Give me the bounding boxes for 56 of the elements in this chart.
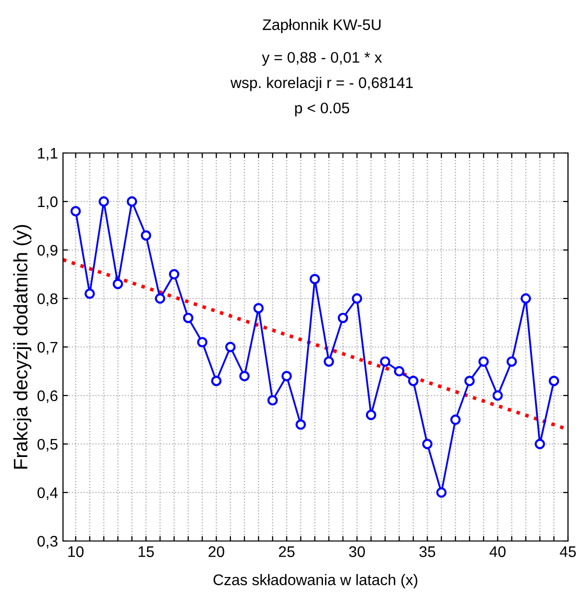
x-tick-label: 15 — [138, 546, 154, 558]
point — [450, 414, 461, 425]
y-tick-label: 0,5 — [38, 438, 58, 452]
point — [140, 230, 152, 241]
point — [422, 438, 433, 450]
point — [492, 390, 503, 401]
point — [267, 395, 278, 406]
point — [168, 269, 180, 280]
point — [506, 356, 517, 367]
point — [520, 293, 532, 304]
point — [84, 288, 95, 299]
chart-subtitle: y = 0,88 - 0,01 * x wsp. korelacji r = - 0,68141 p < 0.05 — [230, 52, 413, 116]
y-tick-label: 0,6 — [38, 390, 58, 403]
point — [211, 376, 222, 386]
point — [436, 487, 447, 498]
point — [225, 342, 236, 352]
point — [534, 438, 546, 450]
point — [197, 336, 208, 348]
x-tick-label: 40 — [490, 546, 506, 558]
y-tick-label: 1,1 — [38, 148, 58, 160]
x-tick-label: 25 — [278, 546, 295, 558]
y-tick-label: 0,3 — [38, 536, 58, 548]
x-tick-label: 20 — [208, 546, 224, 558]
y-tick-label: 1,0 — [38, 196, 58, 209]
point — [70, 206, 81, 216]
point — [394, 366, 404, 376]
point — [464, 376, 475, 386]
point — [112, 278, 124, 290]
point — [478, 356, 489, 367]
y-tick-label: 0,9 — [38, 244, 58, 258]
point — [182, 312, 194, 324]
y-axis-title: Frakcja decyzji dodatnich (y) — [13, 225, 32, 469]
y-tick-label: 0,8 — [38, 293, 58, 306]
x-tick-label: 30 — [349, 546, 365, 558]
point — [239, 370, 250, 382]
point — [281, 370, 292, 382]
y-tick-label: 0,4 — [38, 487, 58, 500]
point — [296, 419, 306, 430]
point — [310, 274, 320, 284]
point — [352, 293, 362, 304]
y-tick-label: 0,7 — [38, 342, 58, 354]
point — [338, 312, 348, 324]
x-tick-label: 35 — [419, 546, 436, 558]
point — [324, 356, 334, 367]
point — [366, 410, 376, 420]
x-tick-label: 45 — [560, 546, 576, 558]
x-tick-label: 10 — [68, 546, 84, 558]
point — [408, 376, 418, 386]
point — [154, 293, 166, 304]
point — [98, 196, 110, 207]
point — [126, 196, 138, 207]
point — [548, 376, 560, 386]
x-axis-title: Czas składowania w latach (x) — [214, 574, 418, 588]
point — [380, 356, 390, 367]
chart-title: Zapłonnik KW-5U — [262, 18, 381, 34]
point — [253, 302, 264, 314]
